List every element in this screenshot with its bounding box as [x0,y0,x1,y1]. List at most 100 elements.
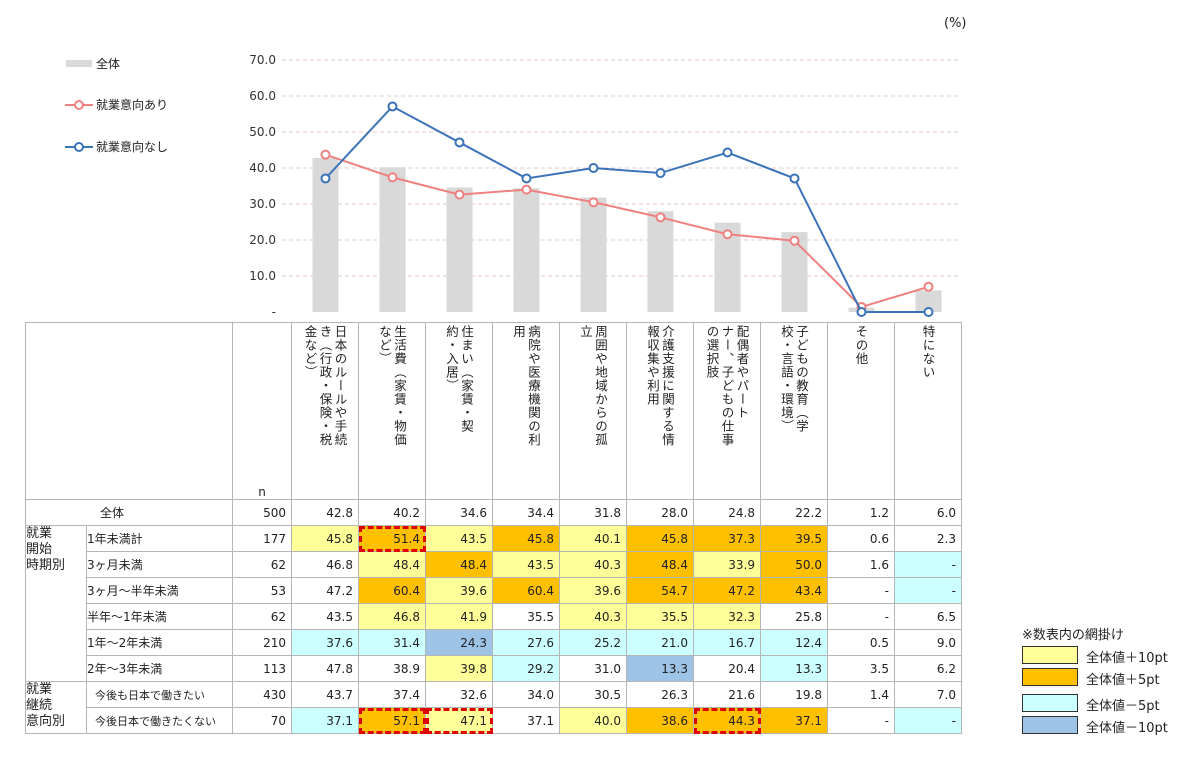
value-cell: 12.4 [760,629,828,656]
value-cell: 42.8 [291,499,359,526]
value-cell: 1.2 [827,499,895,526]
data-table: n 日本のルールや手続 き（行政・保険・税 金など） 生活費（家賃・物価 など） 住ま… [25,322,962,734]
chart-area: 70.0 60.0 50.0 40.0 30.0 20.0 10.0 - [249,53,960,319]
value-cell: 33.9 [693,551,761,578]
value-cell: 47.2 [291,577,359,604]
value-cell: 43.5 [291,603,359,630]
series-2-point-10 [923,307,934,317]
y-tick-label: 60.0 [249,89,276,103]
value-cell: 37.1 [492,707,560,734]
series-2-point-4 [521,173,532,184]
value-cell: 35.5 [626,603,694,630]
unit-label: (%) [944,16,967,31]
column-header-6: 介護支援に関する情 報収集や利用 [626,322,694,500]
row-label: 全体 [25,499,233,526]
bar-4 [513,188,540,312]
value-cell: 7.0 [894,681,962,708]
bar-1 [312,157,339,312]
y-tick-label: 30.0 [249,197,276,211]
column-header-text: 住まい（家賃・契 約・入居） [444,325,474,433]
value-cell: 48.4 [626,551,694,578]
n-header: n [232,322,292,500]
header-corner [25,322,233,500]
value-cell: 43.5 [425,525,493,552]
value-cell: 25.8 [760,603,828,630]
value-cell: 29.2 [492,655,560,682]
value-cell: 6.2 [894,655,962,682]
bar-2 [379,167,406,312]
n-cell: 53 [232,577,292,604]
shading-key-title: ※数表内の網掛け [1022,628,1124,643]
value-cell: 40.3 [559,551,627,578]
column-header-4: 病院や医療機関の利 用 [492,322,560,500]
value-cell: 48.4 [425,551,493,578]
value-cell: 21.0 [626,629,694,656]
column-header-5: 周囲や地域からの孤 立 [559,322,627,500]
column-header-text: 特にない [920,325,936,379]
shading-key-item: 全体値－10pt [1022,716,1192,736]
bar-5 [580,197,607,312]
value-cell: 43.4 [760,577,828,604]
shading-key-label: 全体値＋10pt [1086,651,1168,666]
value-cell: 39.5 [760,525,828,552]
column-header-text: 配偶者やパート ナー、子どもの仕事 の選択肢 [704,325,750,447]
value-cell: 31.4 [358,629,426,656]
table-row: 就業 開始 時期別 1年未満計 177 45.8 51.4 43.5 45.8 40.1 45.8 3… [25,525,962,682]
value-cell: 6.0 [894,499,962,526]
shading-key-swatch [1022,668,1078,686]
series-2-point-8 [789,173,800,184]
value-cell: 39.8 [425,655,493,682]
value-cell: 16.7 [693,629,761,656]
value-cell: 25.2 [559,629,627,656]
column-header-text: 介護支援に関する情 報収集や利用 [645,325,675,447]
column-header-text: 子どもの教育（学 校・言語・環境） [779,325,809,433]
n-cell: 70 [232,707,292,734]
value-cell: 20.4 [693,655,761,682]
shading-key-item: 全体値＋5pt [1022,668,1192,688]
series-1-point-4 [521,184,532,195]
column-header-2: 生活費（家賃・物価 など） [358,322,426,500]
header-row: n 日本のルールや手続 き（行政・保険・税 金など） 生活費（家賃・物価 など） 住ま… [25,322,962,500]
value-cell: 47.2 [693,577,761,604]
value-cell: 43.7 [291,681,359,708]
table-row: 就業 継続 意向別 今後も日本で働きたい 430 43.7 37.4 32.6 34.0 30.5… [25,681,962,734]
value-cell: 60.4 [492,577,560,604]
series-2-point-2 [387,101,398,112]
value-cell: 43.5 [492,551,560,578]
value-cell: - [894,577,962,604]
value-cell: 32.6 [425,681,493,708]
table-row: 3ヶ月未満 62 46.8 48.4 48.4 43.5 40.3 48.4 33.9 50.0 1… [26,551,962,578]
value-cell: 1.4 [827,681,895,708]
column-header-text: その他 [853,325,869,366]
series-1-point-3 [454,189,465,200]
value-cell: 38.6 [626,707,694,734]
column-header-10: 特にない [894,322,962,500]
value-cell: 31.8 [559,499,627,526]
column-header-text: 日本のルールや手続 き（行政・保険・税 金など） [302,325,348,447]
y-tick-label: 70.0 [249,53,276,67]
y-tick-label: - [272,305,276,319]
value-cell: 0.5 [827,629,895,656]
value-cell: 50.0 [760,551,828,578]
value-cell: 34.0 [492,681,560,708]
table-row: 1年～2年未満 210 37.6 31.4 24.3 27.6 25.2 21.0 16.7 12… [26,629,962,656]
n-cell: 430 [232,681,292,708]
shading-key-swatch [1022,646,1078,664]
value-cell: 26.3 [626,681,694,708]
value-cell: 1.6 [827,551,895,578]
column-header-9: その他 [827,322,895,500]
value-cell: 37.3 [693,525,761,552]
value-cell: 45.8 [626,525,694,552]
y-tick-label: 10.0 [249,269,276,283]
value-cell: 32.3 [693,603,761,630]
value-cell: 48.4 [358,551,426,578]
series-1-point-8 [789,235,800,246]
row-label: 3ヶ月未満 [86,551,233,578]
value-cell: 46.8 [358,603,426,630]
value-cell: 34.6 [425,499,493,526]
shading-key-label: 全体値－5pt [1086,699,1160,714]
value-cell: 21.6 [693,681,761,708]
value-cell: 22.2 [760,499,828,526]
column-header-7: 配偶者やパート ナー、子どもの仕事 の選択肢 [693,322,761,500]
row-label: 1年～2年未満 [86,629,233,656]
